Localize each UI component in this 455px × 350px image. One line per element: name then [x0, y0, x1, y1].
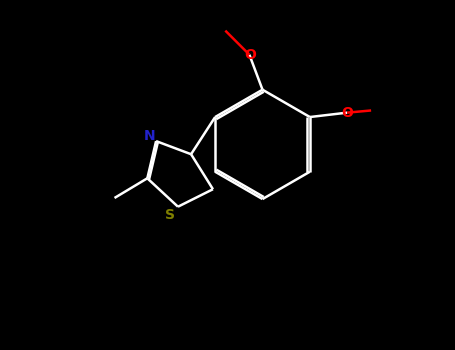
Text: S: S [165, 208, 175, 222]
Text: O: O [341, 106, 353, 120]
Text: O: O [244, 48, 256, 62]
Text: N: N [144, 129, 155, 143]
